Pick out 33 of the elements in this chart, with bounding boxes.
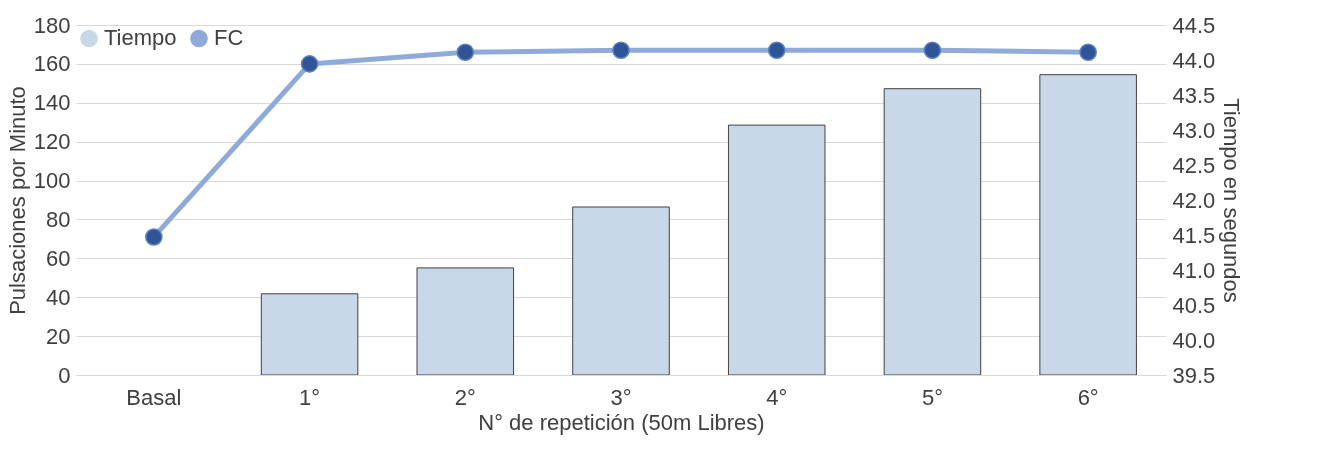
y-axis-title: Pulsaciones por Minuto [4,86,30,315]
y2-tick-label: 44.0 [1172,47,1216,73]
y2-axis-title: Tiempo en segundos [1219,98,1245,303]
y2-tick-label: 40.0 [1172,327,1216,353]
legend-label: FC [214,25,244,51]
y2-tick-label: 41.5 [1172,222,1216,248]
y-tick-label: 0 [58,362,71,388]
x-tick-label: 4° [766,384,788,410]
y2-tick-label: 44.5 [1172,12,1216,38]
x-axis-title: N° de repetición (50m Libres) [478,409,765,435]
y2-tick-label: 41.0 [1172,257,1216,283]
y-tick-label: 160 [33,51,71,77]
y2-tick-label: 42.5 [1172,152,1216,178]
x-tick-label: 2° [454,384,476,410]
x-tick-label: 6° [1077,384,1099,410]
legend-label: Tiempo [104,25,177,51]
y2-tick-label: 39.5 [1172,362,1216,388]
x-tick-label: 1° [299,384,321,410]
y-tick-label: 80 [46,206,71,232]
x-tick-label: 5° [921,384,943,410]
y-tick-label: 120 [33,129,71,155]
y2-tick-label: 43.5 [1172,82,1216,108]
y2-tick-label: 42.0 [1172,187,1216,213]
x-tick-label: Basal [126,384,182,410]
x-tick-label: 3° [610,384,632,410]
y2-tick-label: 43.0 [1172,117,1216,143]
y-tick-label: 140 [33,90,71,116]
y-tick-label: 60 [46,245,71,271]
y-tick-label: 20 [46,323,71,349]
y-tick-label: 40 [46,284,71,310]
y-tick-label: 180 [33,12,71,38]
y-tick-label: 100 [33,168,71,194]
y2-tick-label: 40.5 [1172,292,1216,318]
